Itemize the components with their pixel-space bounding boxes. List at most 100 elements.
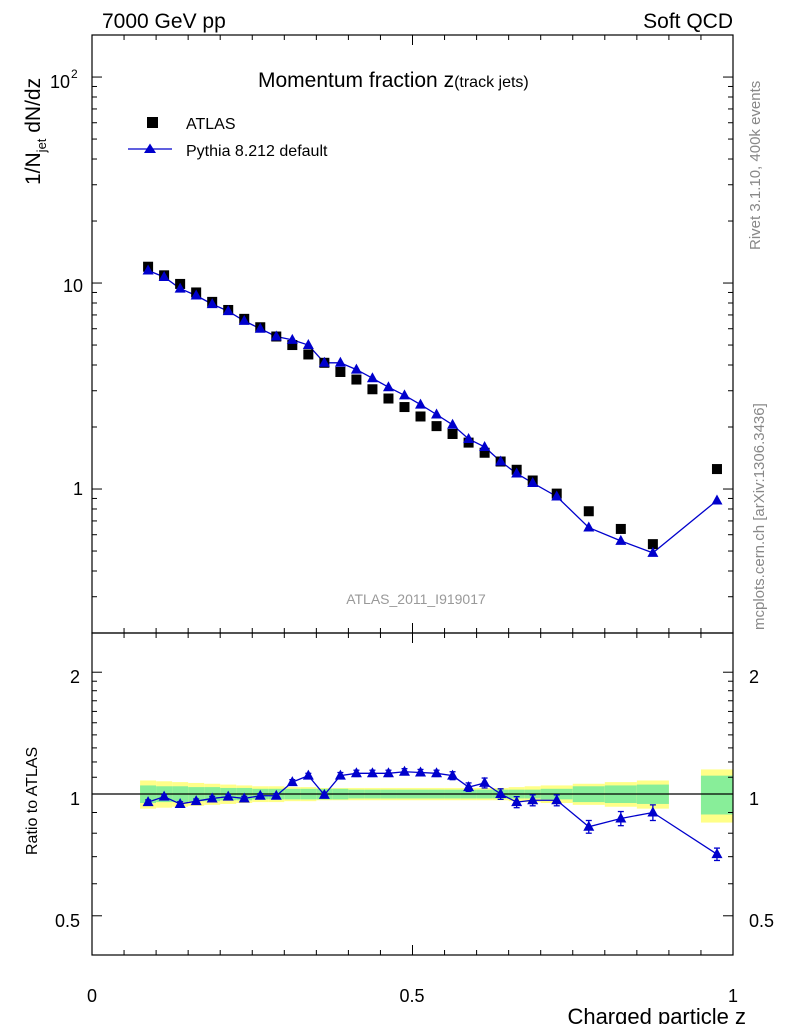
pythia-point-15 (382, 381, 394, 392)
legend-atlas-label: ATLAS (186, 116, 236, 133)
atlas-point-17 (415, 411, 426, 422)
pythia-point-25 (551, 490, 563, 501)
y-tick-100-exp: 2 (71, 67, 78, 81)
pythia-point-24 (527, 476, 539, 487)
ratio-point-22 (495, 788, 507, 798)
legend-atlas-marker (147, 117, 158, 128)
pythia-line (147, 269, 718, 554)
ratio-point-8 (270, 789, 282, 800)
atlas-point-14 (367, 384, 378, 395)
x-tick-label-05: 0.5 (399, 986, 424, 1006)
atlas-point-26 (583, 506, 594, 517)
ratio-point-7 (254, 789, 266, 800)
rivet-label: Rivet 3.1.10, 400k events (747, 81, 764, 250)
ratio-point-9 (286, 776, 298, 787)
pythia-point-12 (334, 356, 346, 367)
ratio-panel-data (142, 765, 723, 862)
pythia-point-27 (615, 534, 627, 545)
title-suffix: (track jets) (454, 74, 529, 91)
pythia-point-29 (711, 494, 723, 505)
ratio-point-15 (382, 767, 394, 778)
ratio-point-27 (615, 812, 627, 823)
ratio-point-6 (238, 792, 250, 803)
category-label: Soft QCD (643, 10, 733, 33)
pythia-point-5 (222, 305, 234, 316)
y-label-prefix: 1/N (22, 152, 45, 185)
x-axis-label: Charged particle z (567, 1004, 746, 1024)
ratio-point-14 (366, 767, 378, 778)
legend-pythia-label: Pythia 8.212 default (186, 143, 328, 160)
pythia-point-6 (238, 314, 250, 325)
atlas-point-12 (335, 366, 346, 377)
ratio-tick-label-05: 0.5 (55, 911, 80, 931)
atlas-point-15 (383, 393, 394, 404)
pythia-point-8 (270, 330, 282, 341)
ratio-point-10 (302, 769, 314, 780)
ratio-point-1 (158, 790, 170, 801)
atlas-point-9 (287, 340, 298, 351)
ratio-point-19 (447, 769, 459, 780)
analysis-id: ATLAS_2011_I919017 (346, 591, 486, 607)
y-label-sub: jet (34, 138, 49, 153)
pythia-point-21 (479, 440, 491, 451)
ratio-point-3 (190, 795, 202, 806)
y-tick-label-1: 1 (73, 479, 83, 499)
pythia-point-28 (647, 546, 659, 557)
atlas-point-18 (431, 421, 442, 432)
ratio-point-5 (222, 790, 234, 801)
pythia-point-10 (302, 339, 314, 350)
source-label: mcplots.cern.ch [arXiv:1306.3436] (751, 403, 768, 630)
ratio-point-21 (479, 776, 491, 787)
atlas-point-16 (399, 402, 410, 413)
ratio-point-17 (415, 766, 427, 777)
pythia-point-0 (142, 264, 154, 275)
pythia-point-14 (366, 372, 378, 383)
y-axis-label-ratio: Ratio to ATLAS (24, 747, 41, 855)
atlas-point-21 (479, 447, 490, 458)
band-stat-29 (700, 775, 733, 815)
pythia-point-2 (174, 282, 186, 293)
ratio-point-24 (527, 794, 539, 805)
ratio-point-23 (511, 796, 523, 807)
atlas-point-29 (711, 464, 722, 475)
main-panel-data (142, 261, 723, 557)
ratio-point-25 (551, 794, 563, 805)
y-axis-label-main: 1/Njet dN/dz (22, 78, 49, 185)
atlas-point-10 (303, 349, 314, 360)
ratio-point-18 (431, 767, 443, 778)
pythia-point-16 (398, 389, 410, 400)
ratio-point-11 (318, 788, 330, 799)
chart-title: Momentum fraction z(track jets) (258, 69, 529, 92)
pythia-point-19 (447, 418, 459, 429)
atlas-point-27 (615, 523, 626, 534)
energy-label: 7000 GeV pp (102, 10, 226, 33)
x-tick-label-1: 1 (728, 986, 738, 1006)
pythia-point-23 (511, 467, 523, 478)
ratio-point-26 (583, 820, 595, 831)
ratio-tick-label-1: 1 (70, 789, 80, 809)
ratio-point-12 (334, 769, 346, 780)
ratio-point-20 (463, 781, 475, 792)
legend-pythia-marker (144, 143, 156, 153)
pythia-point-18 (431, 408, 443, 419)
pythia-point-17 (415, 398, 427, 409)
ratio-tick-label-2-right: 2 (749, 667, 759, 687)
y-tick-label-100: 10 (50, 72, 70, 92)
pythia-point-22 (495, 455, 507, 466)
axes (91, 34, 734, 956)
atlas-point-19 (447, 428, 458, 439)
pythia-point-11 (318, 356, 330, 367)
pythia-point-13 (350, 363, 362, 374)
pythia-point-9 (286, 333, 298, 344)
ratio-point-4 (206, 792, 218, 803)
pythia-point-4 (206, 298, 218, 309)
pythia-point-1 (158, 270, 170, 281)
ratio-point-13 (350, 767, 362, 778)
pythia-point-26 (583, 521, 595, 532)
y-tick-label-10: 10 (63, 276, 83, 296)
pythia-point-7 (254, 322, 266, 333)
ratio-point-16 (398, 765, 410, 776)
x-tick-label-0: 0 (87, 986, 97, 1006)
ratio-point-2 (174, 797, 186, 808)
